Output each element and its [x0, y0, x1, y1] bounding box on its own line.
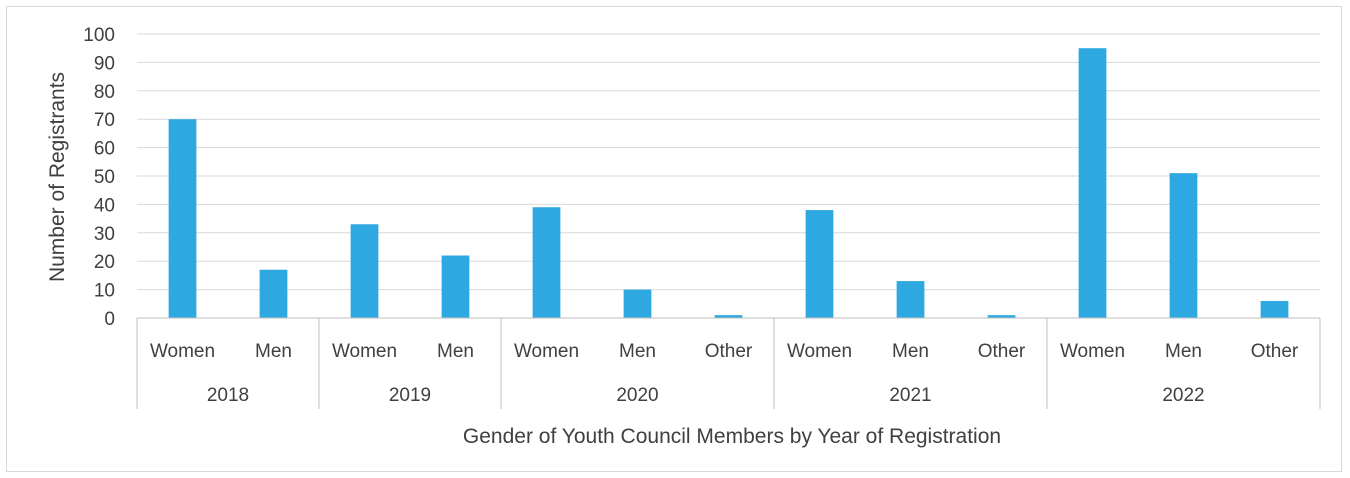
gridlines — [137, 33, 1320, 291]
x-group-label-2020: 2020 — [616, 385, 658, 406]
x-group-label-2019: 2019 — [389, 385, 431, 406]
y-tick-label-100: 100 — [83, 25, 115, 46]
bar-2018-women — [168, 119, 197, 318]
y-tick-label-30: 30 — [94, 224, 115, 245]
bar-2022-women — [1078, 48, 1107, 318]
x-category-label: Other — [1251, 341, 1299, 362]
x-category-label: Other — [705, 341, 753, 362]
y-tick-label-90: 90 — [94, 53, 115, 74]
y-tick-label-10: 10 — [94, 281, 115, 302]
x-category-label: Women — [332, 341, 397, 362]
bar-2020-men — [623, 289, 652, 318]
x-category-label: Other — [978, 341, 1026, 362]
bar-2021-men — [896, 281, 925, 318]
bar-2020-women — [532, 207, 561, 318]
x-category-label: Women — [787, 341, 852, 362]
x-category-label: Men — [619, 341, 656, 362]
x-group-label-2021: 2021 — [889, 385, 931, 406]
x-category-label: Men — [1165, 341, 1202, 362]
chart-frame — [6, 6, 1342, 472]
x-category-label: Men — [892, 341, 929, 362]
y-tick-label-60: 60 — [94, 139, 115, 160]
x-axis: Women Men 2018 Women Men 2019 Women Men Other 202… — [136, 317, 1321, 409]
x-category-label: Women — [150, 341, 215, 362]
bar-2022-men — [1169, 173, 1198, 318]
y-tick-label-40: 40 — [94, 195, 115, 216]
x-category-label: Men — [437, 341, 474, 362]
y-tick-label-0: 0 — [104, 309, 115, 330]
x-category-label: Women — [1060, 341, 1125, 362]
bar-2021-other — [987, 315, 1016, 318]
x-axis-title: Gender of Youth Council Members by Year … — [463, 425, 1001, 448]
bar-2022-other — [1260, 300, 1289, 318]
y-axis-title: Number of Registrants — [46, 72, 69, 282]
bar-2019-women — [350, 224, 379, 318]
bar-2019-men — [441, 255, 470, 318]
bar-2021-women — [805, 210, 834, 318]
bar-2020-other — [714, 315, 743, 318]
y-axis-ticks: 0 10 20 30 40 50 60 70 80 90 100 — [83, 25, 115, 330]
y-tick-label-70: 70 — [94, 110, 115, 131]
bars — [168, 48, 1289, 318]
bar-2018-men — [259, 269, 288, 318]
y-tick-label-20: 20 — [94, 252, 115, 273]
x-category-label: Men — [255, 341, 292, 362]
y-tick-label-80: 80 — [94, 82, 115, 103]
x-group-label-2022: 2022 — [1162, 385, 1204, 406]
x-group-label-2018: 2018 — [207, 385, 249, 406]
y-tick-label-50: 50 — [94, 167, 115, 188]
x-category-label: Women — [514, 341, 579, 362]
